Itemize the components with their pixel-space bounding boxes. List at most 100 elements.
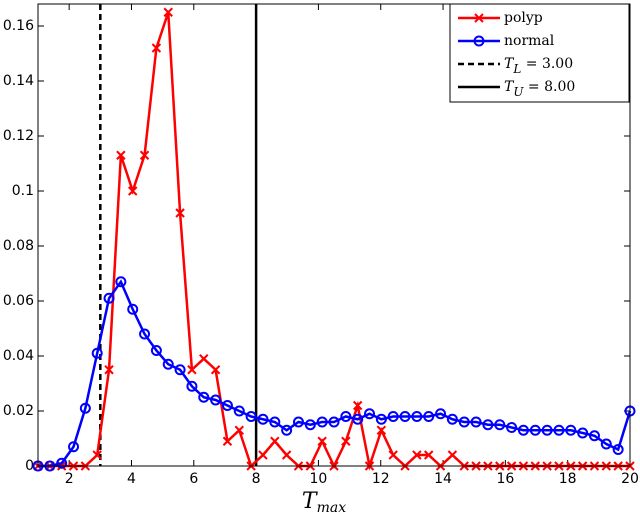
legend-marker [473,35,485,47]
marker [541,424,553,436]
marker [150,345,162,356]
y-tick-label: 0.12 [3,128,34,144]
marker [292,416,304,428]
marker [187,365,197,375]
marker [316,416,328,428]
marker [352,413,364,425]
marker [494,419,506,431]
marker [116,150,126,160]
marker [222,436,233,446]
marker [79,402,91,414]
marker [447,450,458,460]
legend-label-rest: = 8.00 [523,79,575,95]
legend-label-base: T [504,56,515,72]
x-axis-label-base: T [302,489,319,514]
marker [411,411,423,422]
marker [258,450,268,460]
legend-label: polyp [504,10,543,26]
marker [376,425,387,435]
marker [612,444,624,455]
marker [210,394,222,406]
marker [388,450,398,460]
marker [341,436,351,446]
legend-box [449,3,630,103]
y-tick-label: 0 [25,458,34,474]
marker [104,365,114,375]
series-line [38,279,632,468]
y-tick-label: 0.02 [3,403,34,419]
x-tick-label: 20 [621,471,639,487]
marker [115,276,127,288]
marker [175,208,185,218]
legend-label-sub: L [512,62,521,76]
legend-label-base: T [504,79,515,95]
x-tick-label: 12 [372,471,390,487]
marker [234,425,244,435]
x-tick-label: 8 [252,471,261,487]
marker [553,424,565,436]
marker [221,400,233,411]
marker [565,424,577,436]
marker [387,411,399,422]
x-tick-label: 2 [65,471,74,487]
legend-label: TL = 3.00 [504,56,573,76]
marker [270,436,280,446]
legend: polyp normal TL = 3.00 TU = 8.00 [449,3,630,103]
marker [139,150,150,160]
marker [364,408,376,420]
marker [199,354,209,364]
marker [139,328,151,340]
marker [529,424,541,436]
marker [233,405,245,417]
marker [68,441,80,453]
y-tick-label: 0.04 [3,348,34,364]
legend-marker [474,13,484,23]
marker [304,419,316,431]
marker [103,292,115,304]
marker [352,400,363,411]
marker [91,347,103,359]
x-axis-label: Tmax [302,489,346,514]
marker [340,411,352,422]
marker [600,438,612,450]
marker [446,413,458,425]
marker [506,422,518,433]
marker [92,450,102,460]
plot-frame [37,3,631,467]
legend-label: normal [504,33,555,49]
marker [151,43,162,53]
x-tick-label: 4 [127,471,136,487]
x-tick-label: 18 [559,471,577,487]
x-tick-label: 6 [189,471,198,487]
marker [281,450,292,460]
marker [174,364,186,376]
x-axis-label-sub: max [317,500,347,514]
y-tick-label: 0.08 [3,238,34,254]
x-tick-label: 16 [496,471,514,487]
marker [470,416,482,428]
marker [424,450,434,460]
legend-label: TU = 8.00 [504,79,575,99]
marker [317,436,327,446]
marker [163,7,173,17]
marker [517,424,529,436]
marker [458,416,470,428]
marker [328,416,340,428]
marker [412,450,422,460]
marker [375,413,387,425]
marker [588,430,600,442]
marker [482,419,494,431]
y-tick-label: 0.14 [3,73,34,89]
marker [399,411,411,422]
marker [162,358,174,370]
marker [423,411,435,422]
marker [210,365,221,375]
marker [186,380,198,392]
marker [127,303,139,315]
marker [435,408,447,420]
marker [56,457,68,469]
marker [577,427,589,439]
marker [128,186,138,196]
y-tick-label: 0.1 [12,183,34,199]
